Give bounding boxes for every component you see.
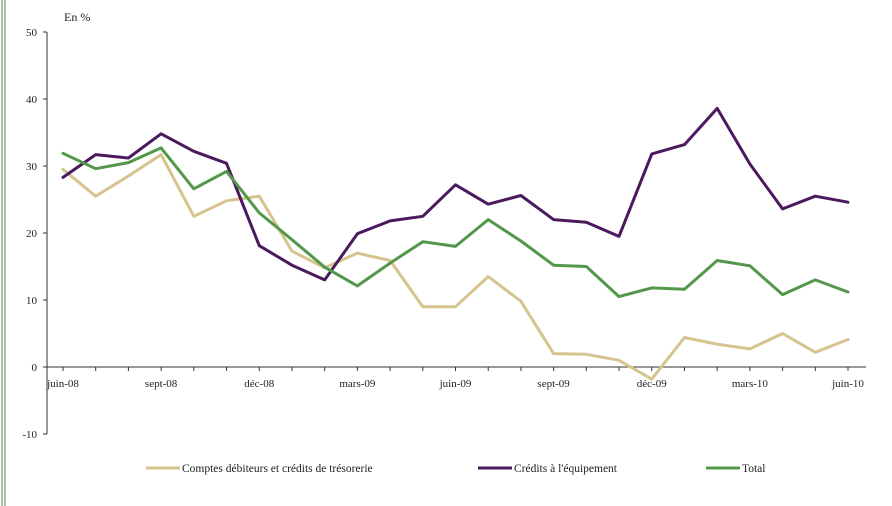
legend-label: Comptes débiteurs et crédits de trésorer…	[182, 463, 373, 475]
y-tick-label: 0	[32, 362, 38, 374]
x-tick-label: sept-08	[145, 378, 178, 390]
y-tick-label: 30	[26, 161, 38, 173]
x-tick-label: sept-09	[537, 378, 570, 390]
series-line-2	[61, 106, 850, 282]
series-lines	[61, 106, 850, 381]
legend-label: Total	[742, 463, 765, 475]
x-tick-label: déc-09	[637, 378, 667, 390]
legend: Comptes débiteurs et crédits de trésorer…	[146, 463, 765, 475]
x-tick-label: juin-10	[831, 378, 864, 390]
x-tick-label: juin-08	[46, 378, 79, 390]
x-tick-label: mars-10	[732, 378, 769, 390]
x-tick-label: mars-09	[339, 378, 376, 390]
series-line-1	[61, 153, 850, 381]
frame-border-left	[1, 0, 6, 506]
series-line-3	[61, 146, 850, 299]
y-axis-ticks: -10 0 10 20 30 40 50	[22, 27, 47, 441]
y-axis-unit-label: En %	[64, 10, 90, 24]
y-tick-label: 20	[26, 228, 38, 240]
x-axis-ticks: juin-08 sept-08 déc-08 mars-09 juin-09 sept-0…	[46, 367, 864, 390]
x-tick-label: déc-08	[244, 378, 274, 390]
axes	[46, 32, 866, 434]
y-tick-label: 40	[26, 94, 38, 106]
x-tick-label: juin-09	[439, 378, 472, 390]
y-tick-label: 10	[26, 295, 38, 307]
y-tick-label: 50	[26, 27, 38, 39]
y-tick-label: -10	[22, 429, 37, 441]
legend-label: Crédits à l'équipement	[514, 463, 618, 475]
